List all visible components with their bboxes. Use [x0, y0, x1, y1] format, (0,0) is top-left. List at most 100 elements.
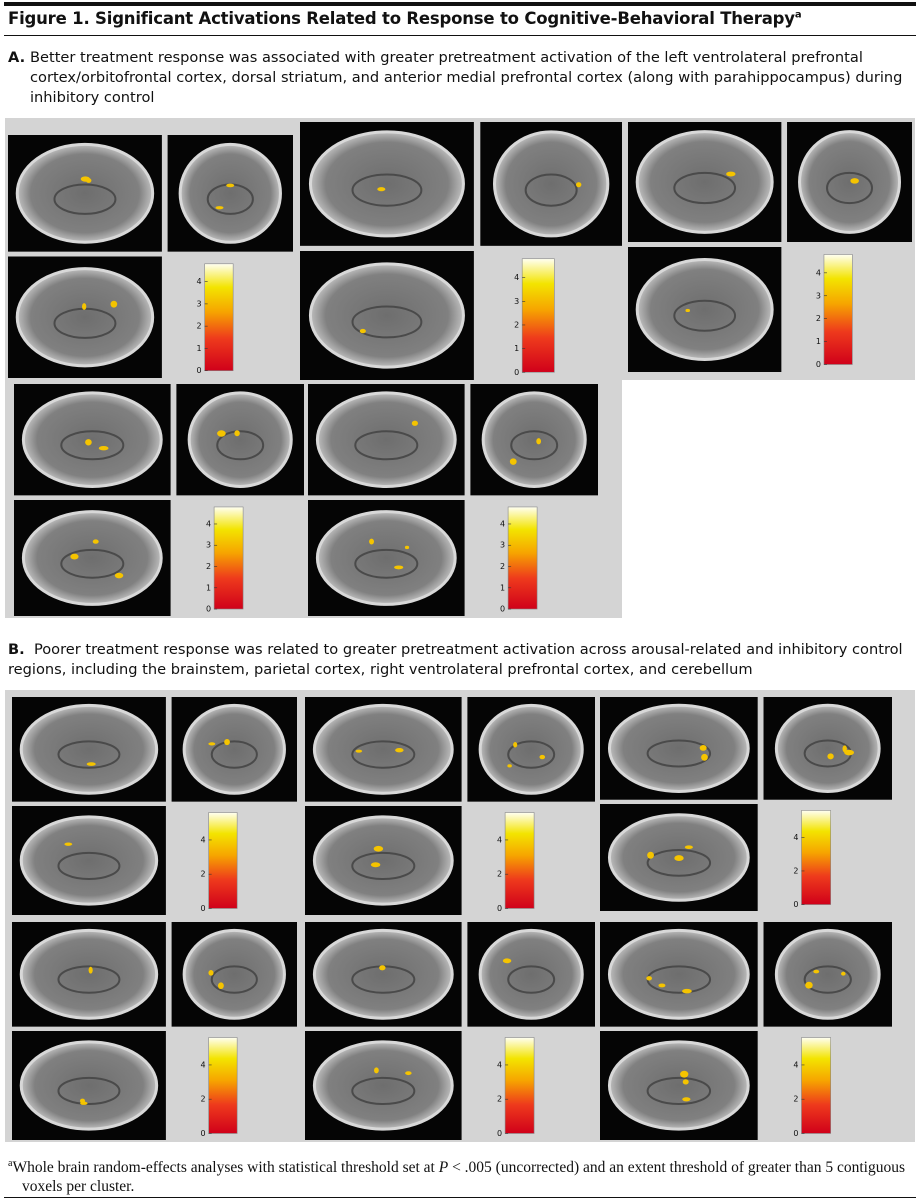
brain-detail [210, 965, 258, 994]
brain-slice [798, 130, 902, 234]
colorbar-tick-label: 1 [514, 344, 519, 353]
activation-blob [370, 862, 381, 868]
brain-slice [308, 262, 465, 369]
brain-slice [635, 130, 774, 234]
brain-detail [351, 1076, 416, 1106]
brain-slice [187, 391, 293, 488]
brain-detail [57, 965, 121, 994]
brain-slice [15, 142, 155, 244]
panel-a-caption: A. Better treatment response was associat… [8, 48, 912, 108]
figure-title: Figure 1. Significant Activations Relate… [8, 9, 802, 28]
brain-slice [312, 928, 454, 1020]
colorbar-tick-label: 0 [514, 368, 519, 377]
colorbar-tick-label: 4 [197, 277, 202, 286]
brain-slice [19, 928, 159, 1020]
colorbar-tick-label: 2 [201, 1095, 206, 1104]
activation-blob [224, 738, 230, 746]
activation-blob [359, 328, 366, 334]
brain-slice [492, 130, 610, 238]
colorbar-tick-label: 3 [206, 541, 211, 550]
brain-detail [507, 740, 556, 769]
brain-detail [826, 171, 874, 205]
colorbar [204, 263, 234, 372]
brain-slice [774, 703, 881, 794]
brain-slice [21, 510, 163, 606]
activation-blob [684, 845, 693, 850]
brain-slice [312, 1040, 454, 1131]
brain-slice [308, 130, 465, 238]
panel-text: Poorer treatment response was related to… [8, 641, 903, 678]
activation-blob [208, 970, 214, 976]
colorbar-tick-label: 0 [793, 1129, 798, 1138]
brain-detail [510, 430, 559, 461]
colorbar-tick-label: 3 [500, 541, 505, 550]
brain-slice [312, 815, 454, 906]
activation-blob [226, 183, 235, 188]
colorbar-tick-label: 2 [497, 1095, 502, 1104]
activation-blob [805, 981, 813, 989]
colorbar-tick-label: 0 [201, 1129, 206, 1138]
brain-detail [351, 173, 423, 207]
colorbar-tick-label: 2 [514, 320, 519, 329]
brain-slice [312, 703, 454, 795]
activation-blob [85, 439, 92, 446]
activation-blob [647, 851, 654, 859]
activation-blob [411, 420, 418, 426]
brain-slice [21, 391, 163, 488]
colorbar-tick-label: 3 [816, 291, 821, 300]
activation-blob [674, 855, 684, 862]
activation-blob [726, 171, 736, 177]
colorbar-tick-label: 4 [816, 268, 821, 277]
brain-slice [478, 703, 584, 795]
activation-blob [377, 187, 386, 192]
activation-blob [680, 1070, 689, 1078]
colorbar-tick-label: 4 [497, 835, 502, 844]
activation-blob [502, 958, 512, 964]
activation-blob [850, 178, 859, 184]
colorbar-tick-label: 4 [206, 519, 211, 528]
brain-slice [481, 391, 587, 488]
activation-blob [98, 446, 109, 451]
title-note: a [794, 9, 802, 21]
colorbar-tick-label: 3 [197, 299, 202, 308]
activation-blob [86, 762, 96, 766]
colorbar-tick-label: 1 [500, 583, 505, 592]
activation-blob [92, 539, 99, 544]
activation-blob [373, 845, 384, 852]
figure-panels: 0 1 2 3 4 0 1 2 3 4 0 1 2 3 4 0 1 2 3 4 0 1 2 3 4 0 2 4 0 2 4 0 2 4 0 2 4 0 2 4… [5, 118, 915, 1142]
activation-blob [208, 742, 216, 746]
colorbar [504, 812, 535, 909]
brain-detail [673, 171, 737, 205]
colorbar-tick-label: 1 [197, 344, 202, 353]
brain-detail [673, 299, 737, 332]
brain-slice [19, 703, 159, 795]
colorbar-tick-label: 0 [197, 366, 202, 375]
colorbar [801, 810, 831, 905]
activation-blob [841, 971, 846, 976]
colorbar-tick-label: 4 [201, 835, 206, 844]
colorbar-tick-label: 0 [201, 904, 206, 913]
activation-blob [404, 545, 410, 550]
activation-blob [88, 966, 93, 974]
colorbar-tick-label: 4 [497, 1060, 502, 1069]
brain-detail [354, 548, 419, 579]
brain-slice [19, 815, 159, 906]
brain-detail [57, 851, 121, 881]
brain-slice [15, 267, 155, 368]
activation-blob [844, 749, 855, 756]
activation-blob [114, 572, 124, 579]
colorbar-tick-label: 2 [497, 870, 502, 879]
brain-detail [524, 173, 578, 207]
colorbar-tick-label: 1 [816, 337, 821, 346]
activation-blob [217, 430, 226, 437]
activation-blob [842, 745, 847, 753]
colorbar [521, 258, 555, 373]
colorbar-tick-label: 4 [500, 519, 505, 528]
brain-slice [607, 1040, 750, 1131]
brain-slice [315, 391, 457, 488]
top-rule [4, 2, 916, 6]
brain-slice [478, 928, 584, 1020]
colorbar [823, 254, 853, 365]
colorbar [213, 506, 244, 610]
